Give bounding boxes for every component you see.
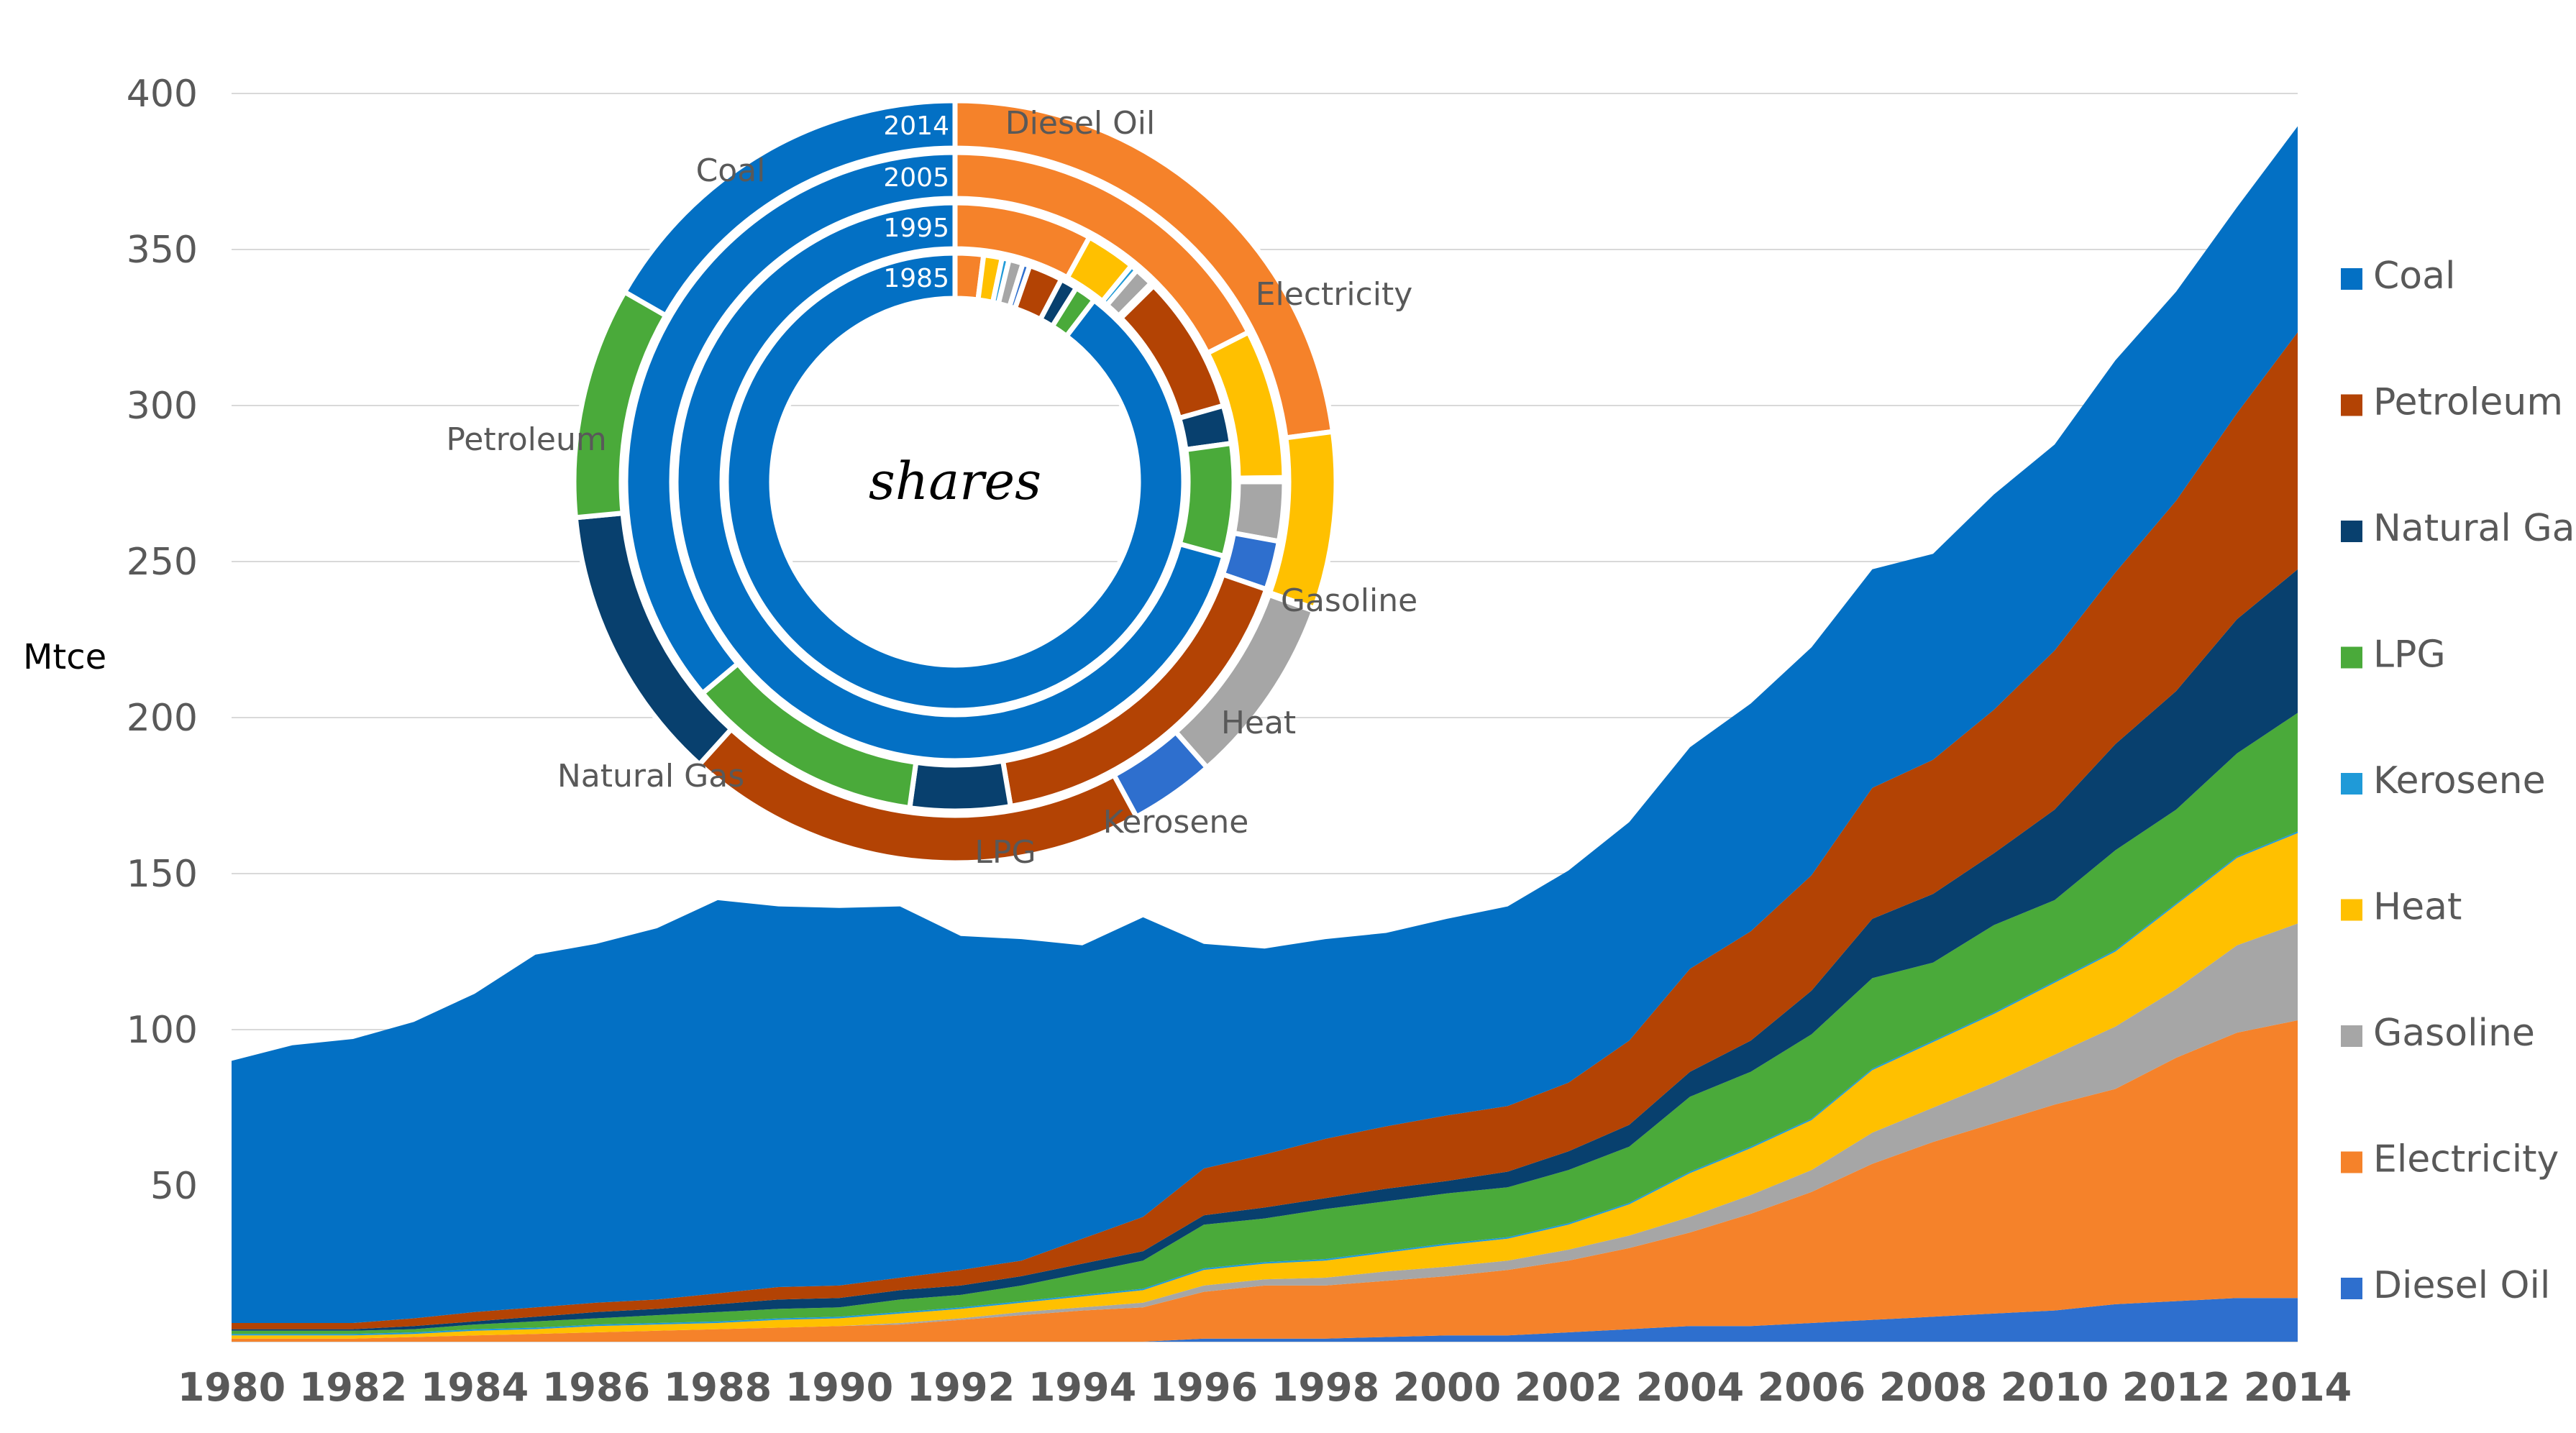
area-coal bbox=[232, 126, 2298, 1324]
legend-label-gasoline: Gasoline bbox=[2373, 1012, 2535, 1055]
donut-label-lpg: LPG bbox=[974, 834, 1036, 871]
x-tick-label: 1982 bbox=[299, 1365, 407, 1410]
x-tick-label: 2002 bbox=[1515, 1365, 1622, 1410]
donut-label-gasoline: Gasoline bbox=[1281, 582, 1417, 619]
x-tick-label: 1996 bbox=[1150, 1365, 1258, 1410]
x-tick-label: 2010 bbox=[2001, 1365, 2109, 1410]
x-tick-label: 2006 bbox=[1758, 1365, 1865, 1410]
legend: Coal Petroleum Natural Gas LPG Kerosene Heat G… bbox=[2341, 255, 2576, 1307]
y-tick-label: 100 bbox=[127, 1009, 198, 1052]
area-diesel-oil bbox=[232, 1298, 2298, 1342]
legend-swatch-natural-gas bbox=[2341, 521, 2362, 542]
donut-slice-2014-coal bbox=[621, 98, 958, 319]
donut-slice-2005-coal bbox=[623, 150, 958, 697]
ring-year-label-2005: 2005 bbox=[883, 163, 949, 193]
legend-swatch-lpg bbox=[2341, 646, 2362, 669]
x-tick-label: 1980 bbox=[178, 1365, 286, 1410]
x-tick-label: 2000 bbox=[1393, 1365, 1501, 1410]
donut-slice-1995-coal bbox=[673, 200, 1228, 764]
donut-label-coal: Coal bbox=[696, 152, 766, 189]
donut-center-text: shares bbox=[869, 451, 1041, 511]
y-tick-label: 50 bbox=[150, 1165, 198, 1208]
donut-slice-1985-coal bbox=[723, 250, 1187, 713]
y-axis-label: Mtce bbox=[23, 637, 106, 677]
legend-swatch-kerosene bbox=[2341, 773, 2362, 795]
stacked-areas bbox=[232, 126, 2298, 1342]
x-tick-label: 1990 bbox=[785, 1365, 893, 1410]
legend-swatch-petroleum bbox=[2341, 394, 2362, 416]
legend-label-natural-gas: Natural Gas bbox=[2373, 507, 2576, 550]
x-tick-label: 2004 bbox=[1636, 1365, 1744, 1410]
donut-slice-2005-natural-gas bbox=[906, 758, 1014, 814]
y-tick-label: 250 bbox=[127, 541, 198, 584]
x-tick-label: 2008 bbox=[1879, 1365, 1987, 1410]
legend-label-lpg: LPG bbox=[2373, 633, 2446, 677]
x-tick-label: 1984 bbox=[421, 1365, 529, 1410]
ring-year-label-1985: 1985 bbox=[883, 264, 949, 293]
y-tick-label: 300 bbox=[127, 385, 198, 428]
x-tick-label: 2012 bbox=[2122, 1365, 2230, 1410]
donut-label-diesel-oil: Diesel Oil bbox=[1005, 105, 1155, 142]
legend-label-kerosene: Kerosene bbox=[2373, 759, 2546, 802]
legend-swatch-heat bbox=[2341, 899, 2362, 921]
area-gasoline bbox=[232, 923, 2298, 1339]
area-natural-gas bbox=[232, 569, 2298, 1331]
donut-slice-1995-lpg bbox=[1176, 440, 1237, 559]
donut-label-kerosene: Kerosene bbox=[1103, 804, 1249, 841]
legend-swatch-electricity bbox=[2341, 1151, 2362, 1173]
area-electricity bbox=[232, 1020, 2298, 1342]
area-heat bbox=[232, 833, 2298, 1339]
donut-label-heat: Heat bbox=[1221, 705, 1296, 741]
legend-swatch-gasoline bbox=[2341, 1025, 2362, 1047]
legend-label-petroleum: Petroleum bbox=[2373, 381, 2563, 424]
legend-label-electricity: Electricity bbox=[2373, 1138, 2559, 1181]
area-lpg bbox=[232, 713, 2298, 1334]
legend-swatch-coal bbox=[2341, 268, 2362, 290]
legend-label-heat: Heat bbox=[2373, 886, 2462, 929]
y-axis-ticks: 50 100 150 200 250 300 350 400 bbox=[127, 73, 198, 1208]
donut-label-natural-gas: Natural Gas bbox=[557, 758, 744, 795]
x-axis-ticks: 1980 1982 1984 1986 1988 1990 1992 1994 1996 1998… bbox=[178, 1365, 2352, 1410]
shares-donut: 1985 1995 2005 2014 shares Diesel Oil Electric… bbox=[446, 98, 1417, 871]
ring-year-label-2014: 2014 bbox=[883, 111, 949, 141]
donut-label-electricity: Electricity bbox=[1256, 276, 1413, 313]
x-tick-label: 1994 bbox=[1028, 1365, 1136, 1410]
legend-label-diesel-oil: Diesel Oil bbox=[2373, 1264, 2550, 1307]
y-tick-label: 200 bbox=[127, 697, 198, 740]
area-petroleum bbox=[232, 332, 2298, 1329]
x-tick-label: 1988 bbox=[664, 1365, 772, 1410]
x-tick-label: 1986 bbox=[542, 1365, 650, 1410]
donut-label-petroleum: Petroleum bbox=[446, 421, 606, 458]
ring-year-label-1995: 1995 bbox=[883, 214, 949, 243]
x-tick-label: 1992 bbox=[907, 1365, 1015, 1410]
legend-label-coal: Coal bbox=[2373, 255, 2455, 298]
legend-swatch-diesel-oil bbox=[2341, 1278, 2362, 1299]
x-tick-label: 1998 bbox=[1271, 1365, 1379, 1410]
y-tick-label: 400 bbox=[127, 73, 198, 116]
x-tick-label: 2014 bbox=[2244, 1365, 2352, 1410]
y-tick-label: 350 bbox=[127, 229, 198, 272]
y-tick-label: 150 bbox=[127, 853, 198, 896]
